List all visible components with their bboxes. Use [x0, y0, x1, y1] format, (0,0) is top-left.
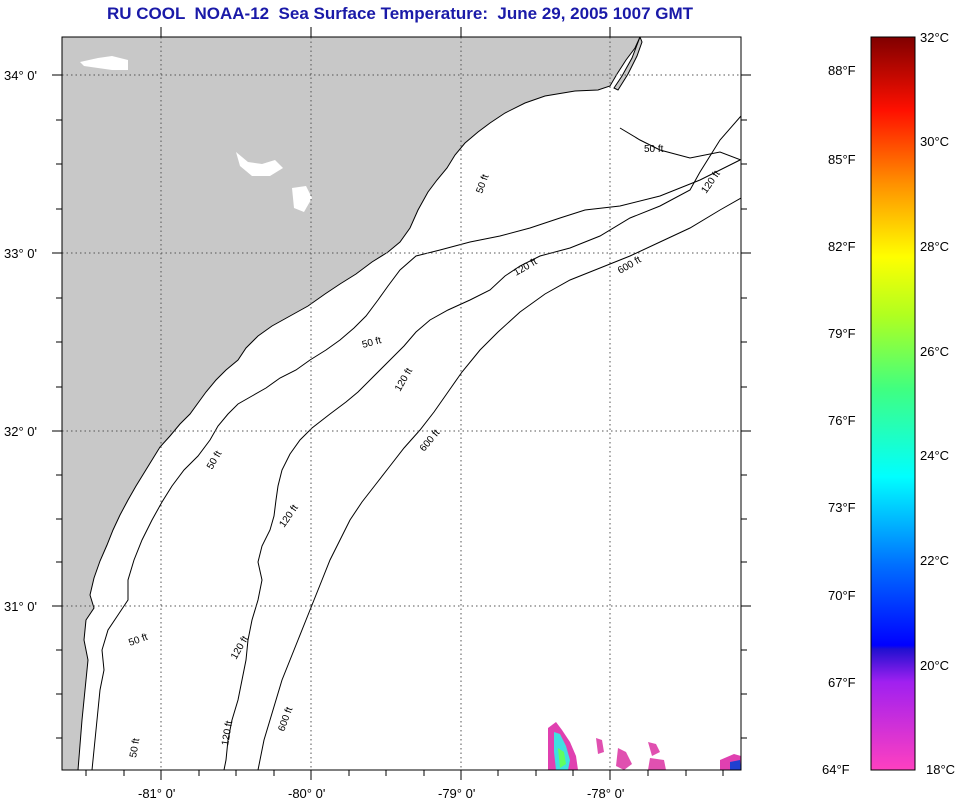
lat-label: 32° 0': [4, 424, 37, 439]
colorbar-f-label: 70°F: [828, 588, 856, 603]
contour-120ft: [223, 115, 741, 770]
land-area: [62, 37, 641, 770]
colorbar-f-label: 82°F: [828, 239, 856, 254]
grid-lines: [62, 37, 741, 770]
colorbar-c-label: 26°C: [920, 344, 949, 359]
colorbar-gradient: [870, 36, 916, 771]
sst-patch: [648, 758, 666, 770]
colorbar-c-label: 22°C: [920, 553, 949, 568]
lon-label: -81° 0': [138, 786, 175, 801]
sst-patch: [596, 738, 604, 754]
colorbar-f-label: 85°F: [828, 152, 856, 167]
contour-label-120ft: 120 ft: [220, 720, 235, 747]
cloud-patch: [80, 56, 128, 70]
map-title: RU COOL NOAA-12 Sea Surface Temperature:…: [106, 4, 694, 23]
colorbar-c-label: 28°C: [920, 239, 949, 254]
colorbar-c-label: 32°C: [920, 30, 949, 45]
lon-label: -78° 0': [587, 786, 624, 801]
lon-label: -80° 0': [288, 786, 325, 801]
lat-label: 33° 0': [4, 246, 37, 261]
colorbar-f-label: 88°F: [828, 63, 856, 78]
lat-label: 31° 0': [4, 599, 37, 614]
axis-ticks: [52, 27, 751, 780]
colorbar-f-label: 64°F: [822, 762, 850, 777]
map-frame: [61, 36, 742, 771]
sst-patch: [648, 742, 660, 756]
cloud-patch: [292, 186, 312, 212]
colorbar-c-label: 24°C: [920, 448, 949, 463]
colorbar-f-label: 67°F: [828, 675, 856, 690]
sst-patch: [616, 748, 632, 770]
sst-patch: [730, 760, 741, 770]
contour-600ft: [257, 197, 741, 770]
map-plot-area: 34° 0' 33° 0' 32° 0' 31° 0' -81° 0' -80°…: [4, 27, 751, 801]
contour-label-50ft: 50 ft: [644, 144, 664, 155]
lon-label: -79° 0': [438, 786, 475, 801]
lat-label: 34° 0': [4, 68, 37, 83]
sst-patch: [558, 748, 566, 768]
outer-banks: [613, 37, 643, 91]
contour-label-50ft: 50 ft: [128, 737, 142, 758]
colorbar-c-label: 20°C: [920, 658, 949, 673]
colorbar-c-label: 30°C: [920, 134, 949, 149]
cloud-patch: [236, 152, 283, 176]
colorbar-f-label: 76°F: [828, 413, 856, 428]
temperature-colorbar: 88°F 85°F 82°F 79°F 76°F 73°F 70°F 67°F …: [822, 30, 955, 777]
colorbar-f-label: 73°F: [828, 500, 856, 515]
colorbar-c-label: 18°C: [926, 762, 955, 777]
contour-label-50ft: 50 ft: [361, 335, 383, 351]
contour-50ft: [91, 127, 741, 770]
colorbar-f-label: 79°F: [828, 326, 856, 341]
